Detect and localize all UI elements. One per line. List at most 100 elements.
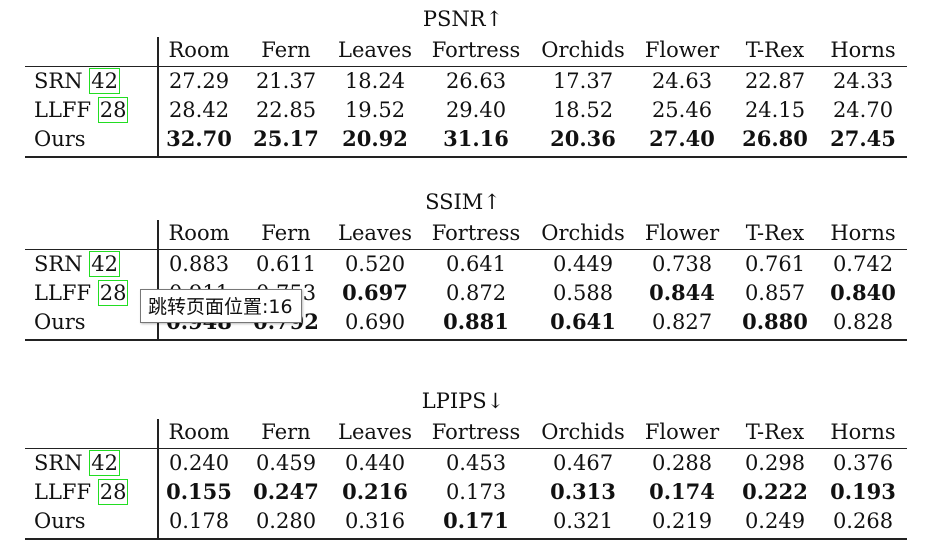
table-cell: 0.440 [344, 451, 406, 475]
table-cell: 26.80 [742, 126, 808, 151]
citation-link[interactable]: 28 [97, 97, 129, 123]
citation-link[interactable]: 28 [97, 280, 129, 306]
table-cell: 0.155 [166, 479, 232, 504]
table-cell: 0.881 [443, 309, 509, 334]
row-label: LLFF 28 [34, 479, 129, 505]
column-header: Flower [644, 420, 720, 444]
table-cell: 0.268 [832, 509, 894, 533]
table-cell: 0.844 [649, 280, 715, 305]
column-header: Room [168, 221, 230, 245]
column-header: Room [168, 38, 230, 62]
table-cell: 0.313 [550, 479, 616, 504]
row-label: SRN 42 [34, 450, 120, 476]
table-cell: 0.173 [445, 480, 507, 504]
table-cell: 24.33 [832, 69, 894, 93]
vertical-rule [157, 220, 159, 340]
table-cell: 0.880 [742, 309, 808, 334]
row-label: Ours [34, 508, 86, 534]
citation-link[interactable]: 42 [89, 251, 120, 277]
table-cell: 26.63 [445, 69, 507, 93]
table-cell: 0.840 [830, 280, 896, 305]
table-cell: 0.174 [649, 479, 715, 504]
column-header: Horns [830, 38, 896, 62]
column-header: Orchids [541, 221, 625, 245]
table-cell: 18.52 [552, 98, 614, 122]
table-cell: 24.63 [651, 69, 713, 93]
table-cell: 27.29 [168, 69, 230, 93]
metric-table: PSNR↑ Room Fern Leaves Fortress Orchids Flower… [0, 2, 926, 162]
header-rule [25, 448, 907, 449]
row-label: SRN 42 [34, 68, 120, 94]
table-cell: 22.87 [744, 69, 806, 93]
table-cell: 0.883 [168, 252, 230, 276]
table-cell: 0.827 [651, 310, 713, 334]
table-cell: 0.857 [744, 281, 806, 305]
table-cell: 20.36 [550, 126, 616, 151]
method-name: SRN [34, 451, 83, 475]
citation-link[interactable]: 42 [89, 450, 120, 476]
table-cell: 18.24 [344, 69, 406, 93]
table-cell: 0.247 [253, 479, 319, 504]
method-name: LLFF [34, 98, 92, 122]
table-title: SSIM↑ [425, 190, 501, 214]
table-cell: 0.216 [342, 479, 408, 504]
table-cell: 27.40 [649, 126, 715, 151]
vertical-rule [157, 37, 159, 157]
page-jump-tooltip: 跳转页面位置:16 [140, 289, 302, 323]
column-header: Fern [261, 38, 311, 62]
row-label: LLFF 28 [34, 280, 129, 306]
table-cell: 0.288 [651, 451, 713, 475]
table-cell: 0.738 [651, 252, 713, 276]
table-cell: 0.376 [832, 451, 894, 475]
column-header: Fern [261, 420, 311, 444]
column-header: T-Rex [745, 221, 805, 245]
column-header: T-Rex [745, 420, 805, 444]
table-cell: 0.298 [744, 451, 806, 475]
table-cell: 24.70 [832, 98, 894, 122]
table-cell: 0.588 [552, 281, 614, 305]
table-cell: 19.52 [344, 98, 406, 122]
column-header: Fortress [431, 38, 521, 62]
table-cell: 22.85 [255, 98, 317, 122]
method-name: LLFF [34, 281, 92, 305]
method-name: LLFF [34, 480, 92, 504]
table-cell: 25.46 [651, 98, 713, 122]
header-rule [25, 66, 907, 67]
table-cell: 17.37 [552, 69, 614, 93]
citation-link[interactable]: 28 [97, 479, 129, 505]
method-name: SRN [34, 69, 83, 93]
table-title: PSNR↑ [422, 7, 504, 31]
column-header: T-Rex [745, 38, 805, 62]
table-cell: 0.467 [552, 451, 614, 475]
column-header: Room [168, 420, 230, 444]
table-cell: 0.219 [651, 509, 713, 533]
table-cell: 31.16 [443, 126, 509, 151]
table-cell: 0.828 [832, 310, 894, 334]
table-cell: 0.222 [742, 479, 808, 504]
vertical-rule [157, 419, 159, 539]
row-label: Ours [34, 309, 86, 335]
table-cell: 0.171 [443, 508, 509, 533]
column-header: Leaves [338, 420, 412, 444]
method-name: SRN [34, 252, 83, 276]
citation-link[interactable]: 42 [89, 68, 120, 94]
column-header: Leaves [338, 38, 412, 62]
column-header: Leaves [338, 221, 412, 245]
bottom-rule [25, 339, 907, 341]
metric-table: LPIPS↓ Room Fern Leaves Fortress Orchids Flowe… [0, 384, 926, 544]
table-cell: 29.40 [445, 98, 507, 122]
table-cell: 21.37 [255, 69, 317, 93]
method-name: Ours [34, 509, 86, 533]
table-cell: 0.449 [552, 252, 614, 276]
table-cell: 0.641 [550, 309, 616, 334]
table-cell: 25.17 [253, 126, 319, 151]
table-cell: 0.453 [445, 451, 507, 475]
column-header: Flower [644, 221, 720, 245]
row-label: LLFF 28 [34, 97, 129, 123]
table-cell: 27.45 [830, 126, 896, 151]
metric-table: SSIM↑ Room Fern Leaves Fortress Orchids Flower… [0, 185, 926, 345]
table-cell: 24.15 [744, 98, 806, 122]
table-title: LPIPS↓ [421, 389, 505, 413]
row-label: SRN 42 [34, 251, 120, 277]
table-cell: 28.42 [168, 98, 230, 122]
